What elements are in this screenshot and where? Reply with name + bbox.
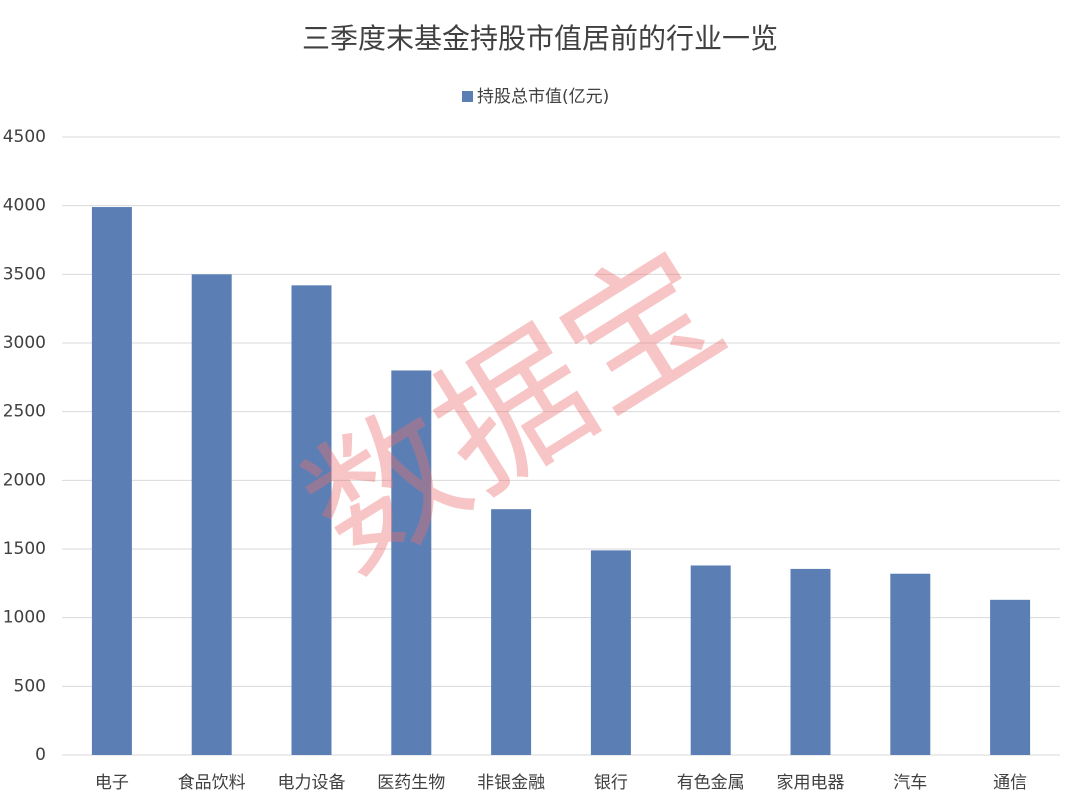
bar xyxy=(291,285,332,755)
y-tick-label: 2000 xyxy=(3,470,46,490)
bar xyxy=(990,599,1031,755)
y-tick-label: 4000 xyxy=(3,196,46,216)
x-tick-label: 电子 xyxy=(95,773,129,793)
y-tick-label: 1500 xyxy=(3,539,46,559)
bar xyxy=(391,370,432,755)
x-tick-label: 家用电器 xyxy=(777,773,845,793)
x-tick-label: 电力设备 xyxy=(278,773,346,793)
y-tick-label: 500 xyxy=(14,676,46,696)
y-tick-label: 1000 xyxy=(3,608,46,628)
x-tick-label: 汽车 xyxy=(893,773,927,793)
legend-label: 持股总市值(亿元) xyxy=(477,87,609,107)
legend-swatch xyxy=(462,91,473,102)
y-tick-label: 0 xyxy=(35,745,46,765)
y-tick-label: 3000 xyxy=(3,333,46,353)
x-tick-label: 医药生物 xyxy=(377,773,445,793)
y-tick-label: 3500 xyxy=(3,264,46,284)
bar xyxy=(491,509,532,755)
bar xyxy=(91,207,132,756)
y-tick-label: 2500 xyxy=(3,402,46,422)
x-tick-label: 食品饮料 xyxy=(178,773,246,793)
y-tick-label: 4500 xyxy=(3,127,46,147)
x-tick-label: 银行 xyxy=(594,773,628,793)
bar xyxy=(690,565,731,755)
x-tick-label: 非银金融 xyxy=(477,773,545,793)
chart-title: 三季度末基金持股市值居前的行业一览 xyxy=(302,22,778,55)
bar xyxy=(890,573,931,755)
x-tick-label: 有色金属 xyxy=(677,773,745,793)
bar xyxy=(590,550,631,755)
bar xyxy=(790,568,831,755)
bar xyxy=(191,274,232,755)
x-tick-label: 通信 xyxy=(993,773,1027,793)
